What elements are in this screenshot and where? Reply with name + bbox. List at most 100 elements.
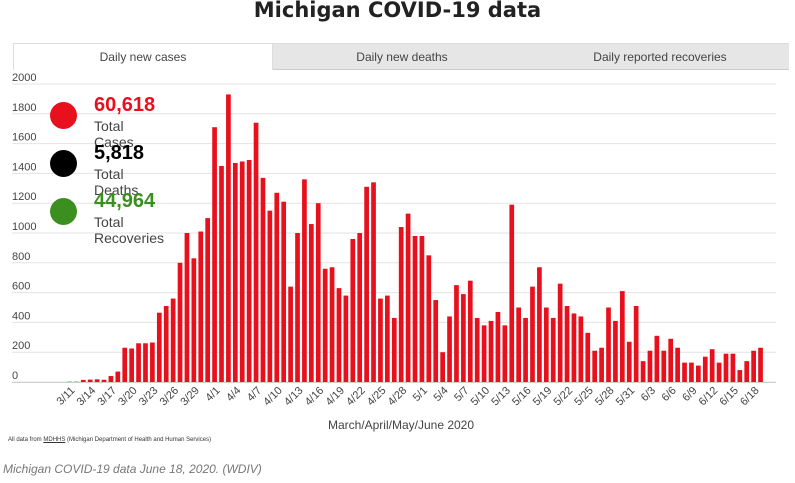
bar [543,307,549,382]
x-tick-label: 5/16 [510,385,534,409]
bar [716,362,722,382]
y-tick-label: 1800 [12,102,36,114]
x-tick-label: 3/14 [75,385,99,409]
x-tick-label: 4/4 [224,385,243,404]
bar [433,300,439,382]
bar [350,238,356,382]
bar [454,285,459,382]
bar [115,371,121,382]
bar [308,224,314,382]
bar [675,347,680,382]
bar [488,320,494,382]
x-tick-label: 4/13 [282,385,306,409]
x-tick-label: 4/10 [261,385,285,409]
tab-daily-reported-recoveries[interactable]: Daily reported recoveries [531,44,789,70]
bar [723,353,729,382]
bar [378,298,383,382]
bar [87,379,93,382]
bar [315,203,321,382]
bar [689,362,694,382]
bar [758,347,763,382]
page-title: Michigan COVID-19 data [253,0,542,22]
y-tick-label: 1400 [12,161,36,173]
bar [198,231,204,382]
bar [101,379,107,382]
tab-daily-new-deaths[interactable]: Daily new deaths [273,44,531,70]
bar [751,350,756,382]
recoveries-dot-icon [50,198,77,225]
bar [633,306,639,382]
y-tick-label: 1200 [12,191,36,203]
x-axis-label: March/April/May/June 2020 [328,418,474,432]
bar [191,258,197,382]
cases-dot-icon [50,102,77,129]
bar [668,338,674,382]
y-tick-label: 800 [12,251,30,263]
bar [150,342,155,382]
tab-daily-new-cases[interactable]: Daily new cases [13,44,273,70]
source-link[interactable]: MDHHS [43,437,66,443]
x-tick-label: 3/26 [158,385,182,409]
bar [606,307,611,382]
cases-bar-chart: 0 200 400 600 800 1000 1200 1400 1600 1800 2000 3/… [12,72,776,432]
bar [343,295,349,382]
bar [495,311,501,382]
bar [80,379,86,382]
x-tick-label: 4/19 [323,385,347,409]
y-tick-label: 0 [12,370,18,382]
x-tick-label: 5/25 [572,385,596,409]
bar [246,159,252,382]
bar [288,286,293,382]
bar [212,127,217,383]
x-tick-label: 5/19 [531,385,555,409]
bar [426,255,432,382]
bar [516,307,522,382]
y-tick-label: 400 [12,310,30,322]
bar [640,361,646,382]
bar [571,313,577,382]
bar [592,350,598,382]
chart-bars [67,94,763,383]
bar [136,343,141,382]
total-deaths-value: 5,818 [94,142,145,164]
bar [537,267,542,382]
bar [177,262,183,382]
x-tick-label: 6/6 [660,385,679,404]
bar [440,352,445,382]
x-tick-label: 5/31 [614,385,638,409]
bar [654,335,660,382]
bar [626,341,632,382]
source-prefix: All data from [8,437,44,443]
source-suffix: (Michigan Department of Health and Human… [65,437,212,443]
x-tick-label: 5/22 [552,385,576,409]
bar [523,317,528,382]
x-tick-label: 6/3 [639,385,658,404]
bar [467,280,473,382]
bar [481,325,487,382]
bar [336,288,342,382]
bar [647,350,653,382]
bar [226,94,231,383]
x-tick-label: 5/1 [411,385,430,404]
bar [599,347,604,382]
total-cases-value: 60,618 [94,94,156,116]
x-tick-label: 6/12 [697,385,721,409]
tab-bar: Daily new cases Daily new deaths Daily r… [13,43,789,70]
bar [385,295,390,382]
bar [474,317,480,382]
bar [709,349,715,382]
y-axis: 0 200 400 600 800 1000 1200 1400 1600 1800 2000 [12,72,36,382]
deaths-dot-icon [50,150,77,177]
bar [371,182,376,382]
bar [702,356,708,382]
bar [391,317,397,382]
x-tick-label: 3/29 [178,385,202,409]
bar [557,283,563,382]
bar [730,353,736,382]
bar [619,291,625,382]
x-tick-label: 5/13 [489,385,513,409]
bar [412,235,418,382]
x-tick-label: 3/23 [137,385,161,409]
bar [260,177,266,382]
data-source-note: All data from MDHHS (Michigan Department… [8,437,211,443]
